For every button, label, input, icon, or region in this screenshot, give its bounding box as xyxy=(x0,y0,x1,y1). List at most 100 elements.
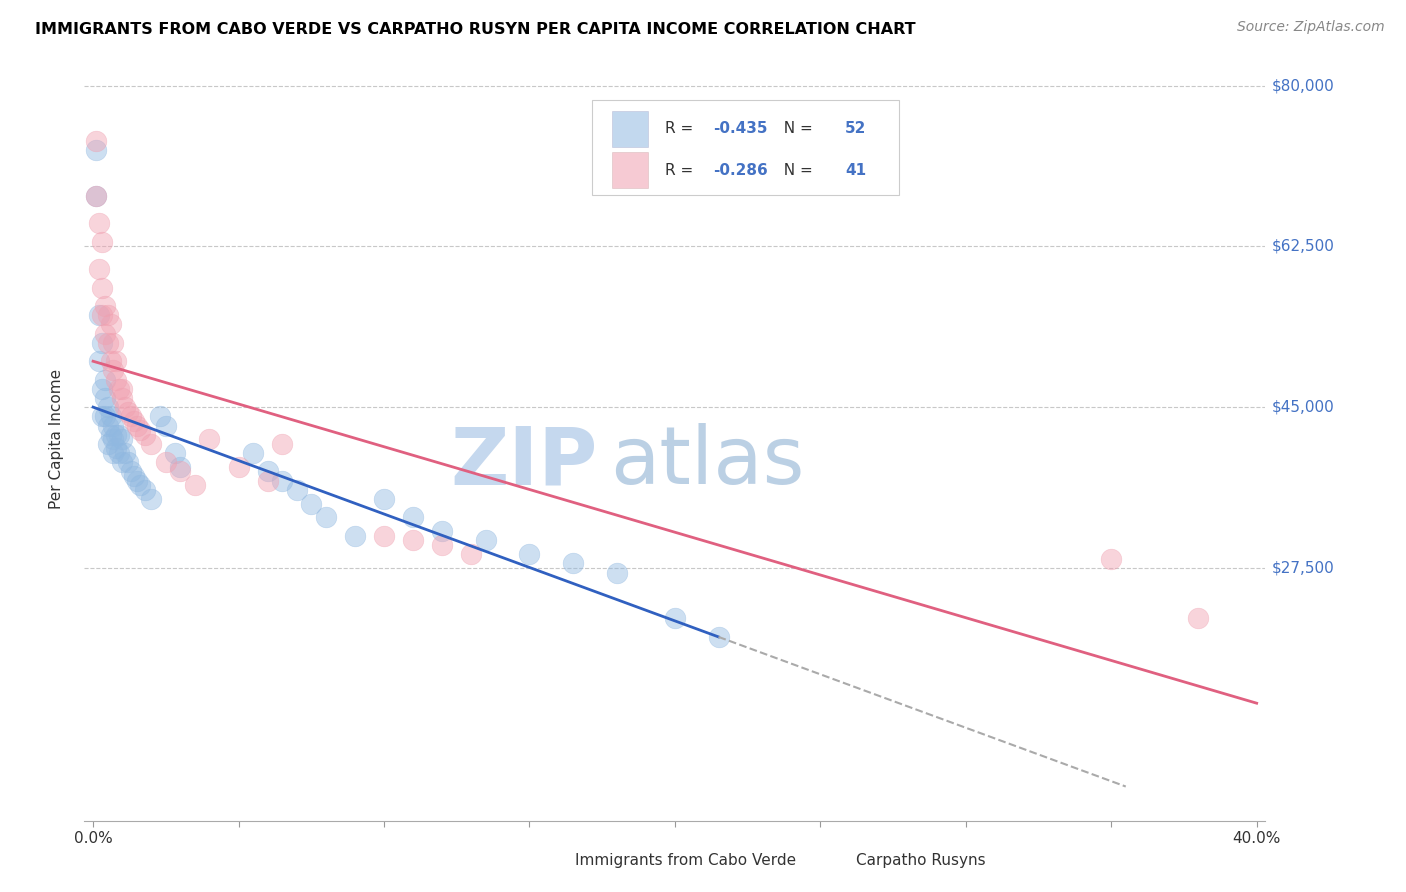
Point xyxy=(120,409,142,424)
Point xyxy=(90,409,112,424)
Point xyxy=(120,465,142,479)
Point xyxy=(87,262,110,277)
Point xyxy=(430,524,453,539)
Point xyxy=(228,459,250,474)
Point xyxy=(90,335,112,350)
Point xyxy=(103,335,125,350)
Point xyxy=(402,510,425,524)
Y-axis label: Per Capita Income: Per Capita Income xyxy=(49,369,63,509)
Point xyxy=(128,478,150,492)
Point xyxy=(87,354,110,368)
Point xyxy=(117,455,139,469)
Point xyxy=(141,437,163,451)
Point xyxy=(169,459,191,474)
Point xyxy=(519,547,541,561)
Point xyxy=(402,533,425,548)
FancyBboxPatch shape xyxy=(592,100,900,195)
Point xyxy=(707,630,730,644)
Point xyxy=(155,455,177,469)
Point xyxy=(315,510,337,524)
Point xyxy=(1187,611,1209,625)
Text: N =: N = xyxy=(775,162,818,178)
Point xyxy=(105,354,128,368)
Point xyxy=(93,326,115,341)
Point xyxy=(103,433,125,447)
Point xyxy=(100,318,122,332)
Point xyxy=(90,382,112,396)
Point xyxy=(93,409,115,424)
Text: $62,500: $62,500 xyxy=(1271,239,1334,254)
Bar xyxy=(612,111,648,147)
Point xyxy=(97,308,120,322)
Point xyxy=(122,414,145,428)
Point xyxy=(117,405,139,419)
Point xyxy=(93,391,115,405)
Point xyxy=(299,497,322,511)
Point xyxy=(84,134,107,148)
Text: -0.435: -0.435 xyxy=(713,121,768,136)
Point xyxy=(134,427,156,442)
Point xyxy=(103,363,125,377)
Text: 41: 41 xyxy=(845,162,866,178)
Text: $80,000: $80,000 xyxy=(1271,78,1334,93)
Point xyxy=(97,335,120,350)
Point xyxy=(87,308,110,322)
Point xyxy=(141,491,163,506)
Bar xyxy=(612,152,648,188)
Text: Immigrants from Cabo Verde: Immigrants from Cabo Verde xyxy=(575,854,796,868)
Point xyxy=(256,465,278,479)
Point xyxy=(198,433,221,447)
Point xyxy=(373,491,395,506)
Point xyxy=(103,418,125,433)
Point xyxy=(108,446,131,460)
Point xyxy=(256,474,278,488)
Point xyxy=(105,442,128,456)
Point xyxy=(114,400,136,414)
Point xyxy=(105,427,128,442)
Text: 52: 52 xyxy=(845,121,866,136)
Point xyxy=(184,478,207,492)
Point xyxy=(475,533,498,548)
Point xyxy=(285,483,308,497)
Point xyxy=(664,611,686,625)
Point xyxy=(128,423,150,437)
Text: -0.286: -0.286 xyxy=(713,162,768,178)
Point xyxy=(93,299,115,313)
Point xyxy=(111,433,134,447)
Point xyxy=(155,418,177,433)
Text: $27,500: $27,500 xyxy=(1271,560,1334,575)
Point xyxy=(97,400,120,414)
Point xyxy=(430,538,453,552)
Text: $45,000: $45,000 xyxy=(1271,400,1334,415)
Point xyxy=(606,566,628,580)
Point xyxy=(108,382,131,396)
Text: R =: R = xyxy=(665,162,699,178)
Point xyxy=(111,391,134,405)
Point xyxy=(111,382,134,396)
Point xyxy=(100,427,122,442)
Text: Source: ZipAtlas.com: Source: ZipAtlas.com xyxy=(1237,20,1385,34)
Point xyxy=(84,189,107,203)
Text: ZIP: ZIP xyxy=(451,423,598,501)
Point xyxy=(114,446,136,460)
Point xyxy=(108,427,131,442)
Point xyxy=(90,235,112,249)
Point xyxy=(84,189,107,203)
Point xyxy=(122,469,145,483)
Point xyxy=(149,409,172,424)
Point xyxy=(562,557,585,571)
Point xyxy=(125,474,148,488)
Point xyxy=(97,418,120,433)
Point xyxy=(125,418,148,433)
Point xyxy=(97,437,120,451)
Point xyxy=(271,474,294,488)
Point xyxy=(90,308,112,322)
Point xyxy=(343,529,366,543)
Text: IMMIGRANTS FROM CABO VERDE VS CARPATHO RUSYN PER CAPITA INCOME CORRELATION CHART: IMMIGRANTS FROM CABO VERDE VS CARPATHO R… xyxy=(35,22,915,37)
Point xyxy=(1099,551,1122,566)
Point xyxy=(105,373,128,387)
Point xyxy=(84,143,107,157)
Text: atlas: atlas xyxy=(610,423,804,501)
Point xyxy=(100,409,122,424)
Point xyxy=(373,529,395,543)
